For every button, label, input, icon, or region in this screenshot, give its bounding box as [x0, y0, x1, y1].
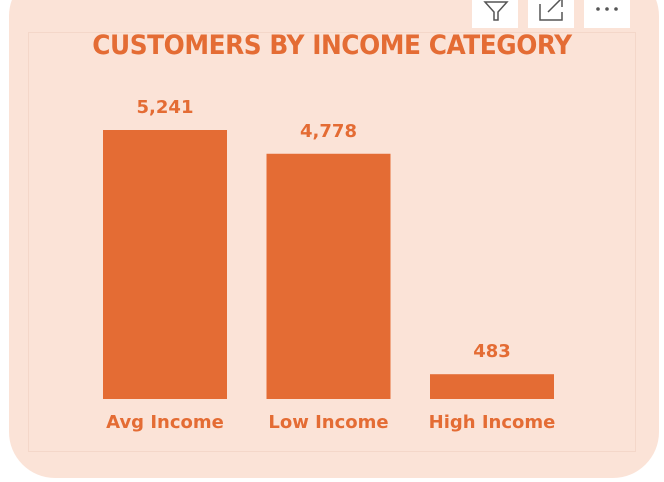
x-tick-label: Low Income — [268, 412, 388, 433]
focus-mode-icon — [539, 0, 563, 21]
x-tick-label: High Income — [429, 412, 556, 433]
bar-low-income[interactable] — [266, 153, 391, 399]
more-options-icon — [596, 7, 618, 11]
bar-high-income[interactable] — [430, 374, 554, 399]
data-label: 5,241 — [137, 97, 194, 118]
filter-button[interactable] — [472, 0, 518, 28]
data-label: 483 — [473, 341, 511, 362]
data-label: 4,778 — [300, 121, 357, 142]
filter-icon — [483, 1, 509, 21]
bar-avg-income[interactable] — [103, 130, 227, 399]
x-tick-label: Avg Income — [106, 412, 224, 433]
more-options-button[interactable] — [584, 0, 630, 28]
focus-mode-button[interactable] — [528, 0, 574, 28]
plot-frame — [28, 32, 636, 452]
chart-title: CUSTOMERS BY INCOME CATEGORY — [92, 30, 572, 61]
